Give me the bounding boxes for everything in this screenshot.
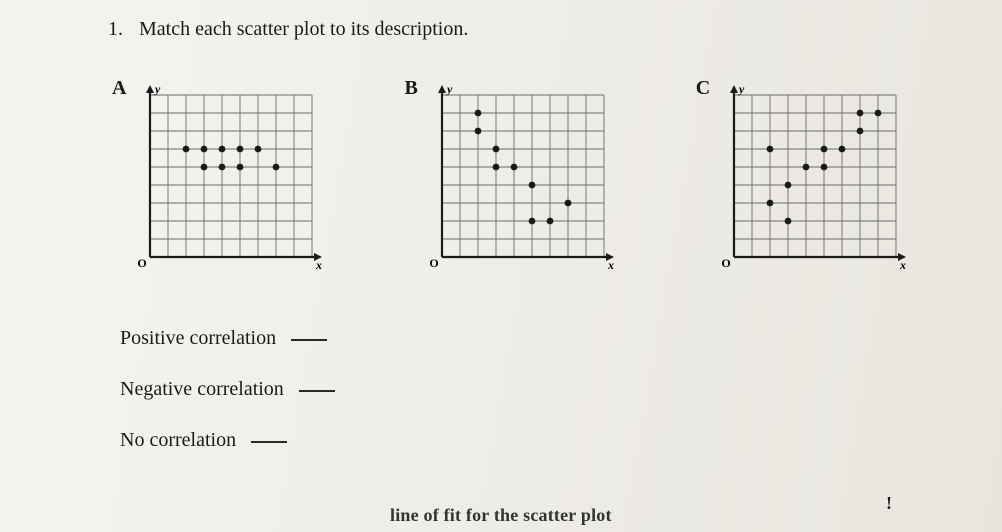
scatter-plot: Ox y xyxy=(720,81,910,271)
answer-line: Positive correlation xyxy=(120,327,1002,350)
answer-label: No correlation xyxy=(120,429,236,451)
worksheet-page: 1. Match each scatter plot to its descri… xyxy=(0,0,1002,532)
partial-cutoff-text: line of fit for the scatter plot xyxy=(390,505,612,526)
answer-blank[interactable] xyxy=(251,441,287,443)
scatter-plot: Ox y xyxy=(136,81,326,271)
svg-text:y: y xyxy=(737,82,745,96)
svg-text:y: y xyxy=(445,82,453,96)
answer-blank[interactable] xyxy=(299,390,335,392)
plot-block-a: A Oxy xyxy=(112,81,326,271)
answer-line: Negative correlation xyxy=(120,378,1002,401)
svg-text:O: O xyxy=(722,256,731,270)
plots-row: A Oxy B Oxy C Oxy xyxy=(112,81,1002,271)
svg-text:O: O xyxy=(429,256,438,270)
answer-label: Positive correlation xyxy=(120,327,276,349)
svg-text:y: y xyxy=(153,82,161,96)
svg-text:O: O xyxy=(138,256,147,270)
question-line: 1. Match each scatter plot to its descri… xyxy=(108,18,1002,41)
plot-block-c: C Oxy xyxy=(696,81,910,271)
stray-mark: ! xyxy=(886,493,892,514)
answer-label: Negative correlation xyxy=(120,378,284,400)
answers-block: Positive correlation Negative correlatio… xyxy=(120,327,1002,452)
svg-text:x: x xyxy=(607,258,614,271)
question-number: 1. xyxy=(108,18,134,41)
plot-block-b: B Oxy xyxy=(404,81,617,271)
svg-text:x: x xyxy=(899,258,906,271)
answer-line: No correlation xyxy=(120,429,1002,452)
plot-label: C xyxy=(696,77,710,100)
answer-blank[interactable] xyxy=(291,339,327,341)
plot-label: B xyxy=(404,77,417,100)
plot-label: A xyxy=(112,77,126,100)
svg-text:x: x xyxy=(315,258,322,271)
question-text: Match each scatter plot to its descripti… xyxy=(139,18,468,40)
scatter-plot: Ox y xyxy=(428,81,618,271)
